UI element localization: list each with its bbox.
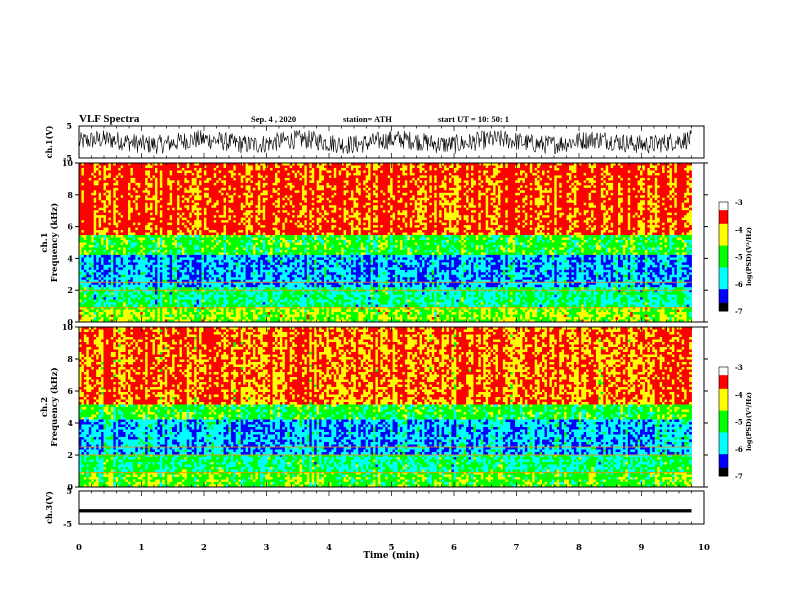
vlf-figure: 5-5ch.1(V)0246810ch.1 Frequency (kHz)-3-4…	[0, 0, 792, 612]
ch2-spectrogram-colorbar-tick: -6	[735, 445, 743, 454]
ch1-waveform-ytick: 5	[66, 121, 72, 131]
ch1-spectrogram-ytick-label: 6	[67, 222, 73, 232]
ch2-spectrogram-cells	[79, 327, 692, 487]
xaxis-tick-label: 2	[201, 543, 207, 553]
xaxis-tick-label: 4	[326, 543, 332, 553]
ch1-waveform-ylabel: ch.1(V)	[44, 125, 54, 158]
ch1-spectrogram-ylabel: Frequency (kHz)	[49, 203, 60, 282]
ch1-spectrogram-colorbar-tick: -6	[735, 280, 743, 289]
ch1-spectrogram-colorbar-label: log(PSD)(V²/Hz)	[745, 227, 753, 286]
xaxis-tick-label: 7	[514, 543, 520, 553]
ch1-spectrogram-ylabel: ch.1	[40, 232, 50, 252]
ch2-spectrogram-colorbar-tick: -5	[735, 418, 743, 427]
ch1-waveform-trace	[79, 130, 692, 154]
xaxis-tick-label: 0	[76, 543, 82, 553]
ch2-spectrogram-ytick-label: 8	[67, 354, 73, 364]
ch2-spectrogram-ytick-label: 4	[67, 418, 73, 428]
xaxis-tick-label: 9	[639, 543, 645, 553]
ch2-spectrogram-ytick-label: 2	[67, 450, 73, 460]
ch1-spectrogram-ytick-label: 8	[67, 190, 73, 200]
ch2-spectrogram-ytick-label: 10	[62, 322, 74, 332]
ch1-spectrogram-colorbar-tick: -4	[735, 225, 743, 234]
xaxis-tick-label: 10	[698, 543, 710, 553]
ch2-spectrogram-colorbar-tick: -4	[735, 390, 743, 399]
ch1-spectrogram-ytick-label: 2	[67, 285, 73, 295]
xaxis-tick-label: 6	[451, 543, 457, 553]
ch2-spectrogram-ylabel: ch.2	[40, 397, 50, 417]
ch2-spectrogram-ylabel: Frequency (kHz)	[49, 367, 60, 446]
xaxis-tick-label: 1	[139, 543, 145, 553]
ch2-spectrogram-ytick-label: 6	[67, 386, 73, 396]
ch1-spectrogram-colorbar-tick: -3	[735, 198, 743, 207]
ch2-spectrogram-colorbar	[719, 367, 728, 477]
ch1-spectrogram-colorbar-tick: -5	[735, 253, 743, 262]
ch2-spectrogram-colorbar-label: log(PSD)(V²/Hz)	[745, 392, 753, 451]
xaxis-tick-label: 3	[264, 543, 270, 553]
ch1-spectrogram-cells	[79, 163, 692, 322]
xaxis-label: Time (min)	[363, 550, 420, 561]
ch1-spectrogram-colorbar-tick: -7	[735, 307, 743, 316]
ch3-waveform-ylabel: ch.3(V)	[44, 491, 54, 524]
ch1-spectrogram-colorbar	[719, 202, 728, 312]
ch1-spectrogram-ytick-label: 4	[67, 253, 73, 263]
ch1-spectrogram-ytick-label: 10	[62, 158, 74, 168]
xaxis-tick-label: 8	[576, 543, 582, 553]
ch3-waveform-trace	[79, 509, 692, 512]
ch2-spectrogram-colorbar-tick: -3	[735, 363, 743, 372]
ch3-waveform-ytick: -5	[63, 519, 72, 529]
ch2-spectrogram-colorbar-tick: -7	[735, 472, 743, 481]
ch3-waveform-ytick: 5	[66, 486, 72, 496]
